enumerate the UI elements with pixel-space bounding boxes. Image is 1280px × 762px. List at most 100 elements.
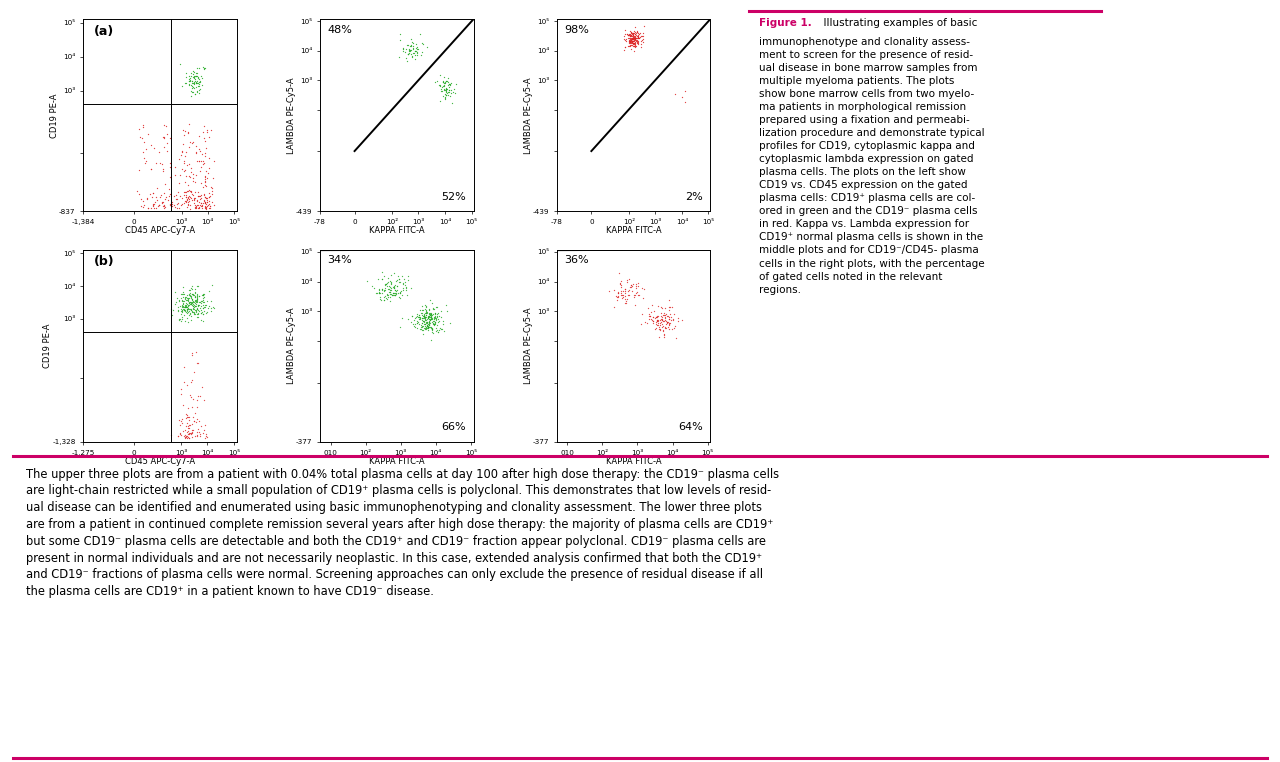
Point [385,280,406,292]
Point [415,323,435,335]
Point [163,196,183,208]
Point [160,198,180,210]
Point [439,316,460,328]
Point [654,328,675,340]
Point [180,72,201,85]
Point [192,290,212,302]
Point [627,32,648,44]
Point [196,430,216,442]
Point [131,193,151,205]
Point [183,308,204,320]
Point [187,428,207,440]
Point [170,292,191,304]
Point [408,309,429,321]
Point [401,48,421,60]
Point [178,198,198,210]
Point [622,30,643,42]
Point [188,299,209,311]
Point [398,48,419,60]
Point [618,283,639,296]
Point [623,30,644,43]
Text: 36%: 36% [564,255,589,265]
Point [613,285,634,297]
Point [417,312,438,324]
Point [129,165,150,177]
Point [187,311,207,323]
Point [374,291,394,303]
Point [631,34,652,46]
Point [408,309,429,321]
Point [652,313,672,325]
Point [177,299,197,311]
Point [160,200,180,212]
Point [616,283,636,296]
Point [187,308,207,320]
Point [152,196,173,208]
Point [145,196,165,208]
Point [173,155,193,168]
Point [412,315,433,328]
Point [422,315,443,327]
Y-axis label: LAMBDA PE-Cy5-A: LAMBDA PE-Cy5-A [524,307,532,384]
Point [191,296,211,309]
Point [186,201,206,213]
Point [646,311,667,323]
Point [201,280,221,292]
Point [641,299,662,312]
Point [385,274,406,287]
Point [438,88,458,101]
Point [187,194,207,206]
Point [412,306,433,319]
Point [133,146,154,158]
Point [193,296,214,309]
Point [177,298,197,310]
Point [178,402,198,414]
Point [637,316,658,328]
Point [193,155,214,167]
Point [398,313,419,325]
Point [611,287,631,299]
Point [425,312,445,324]
Point [193,292,214,304]
Point [150,156,170,168]
Point [374,284,394,296]
Point [148,146,169,158]
Point [648,319,668,331]
Point [179,73,200,85]
Point [163,304,183,316]
Text: 34%: 34% [328,255,352,265]
Point [191,192,211,204]
Point [433,75,453,88]
Point [367,287,388,299]
Point [191,295,211,307]
Point [138,127,159,139]
Point [175,431,196,443]
Point [365,287,385,299]
Point [192,79,212,91]
Point [413,310,434,322]
Point [419,316,439,328]
Text: The upper three plots are from a patient with 0.04% total plasma cells at day 10: The upper three plots are from a patient… [26,468,778,598]
Point [396,43,416,56]
Point [172,163,192,175]
Point [649,321,669,333]
Point [178,428,198,440]
Point [174,195,195,207]
Point [172,315,192,327]
Point [618,284,639,296]
Point [179,193,200,205]
Point [627,31,648,43]
Point [402,51,422,63]
Point [180,70,201,82]
Point [192,287,212,299]
Point [180,67,201,79]
Point [425,317,445,329]
Point [191,428,211,440]
Point [401,44,421,56]
Point [644,312,664,325]
Point [435,86,456,98]
Point [620,37,640,50]
Point [643,317,663,329]
Point [374,281,394,293]
Point [201,302,221,314]
